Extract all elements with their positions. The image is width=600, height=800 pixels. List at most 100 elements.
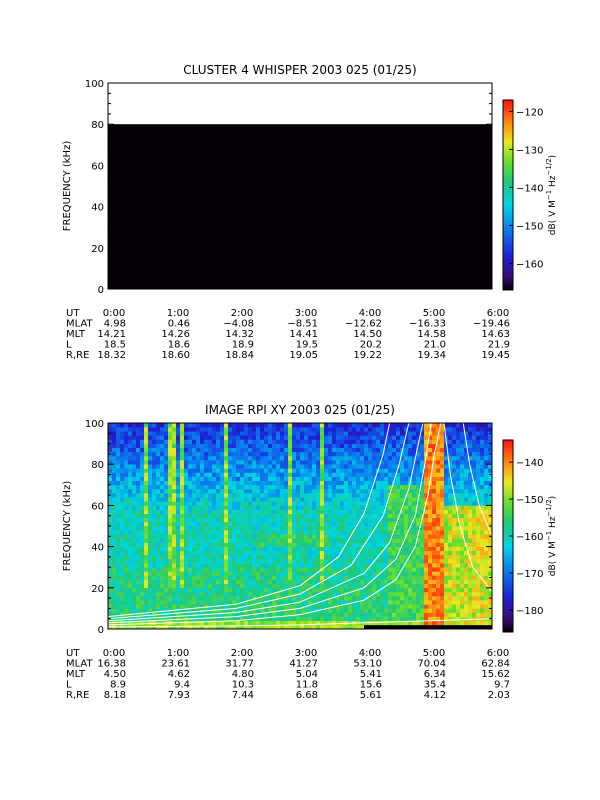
spectrogram-cell xyxy=(256,447,261,453)
spectrogram-cell xyxy=(464,534,469,539)
spectrogram-cell xyxy=(140,460,145,465)
spectrogram-cell xyxy=(264,558,269,564)
spectrogram-cell xyxy=(388,542,393,547)
spectrogram-cell xyxy=(324,563,329,568)
spectrogram-cell xyxy=(148,443,153,449)
spectrogram-cell xyxy=(124,484,129,490)
spectrogram-cell xyxy=(136,505,141,510)
spectrogram-cell xyxy=(168,550,173,556)
spectrogram-cell xyxy=(300,579,305,584)
spectrogram-cell xyxy=(484,534,489,539)
spectrogram-cell xyxy=(468,439,473,444)
spectrogram-cell xyxy=(124,464,129,469)
spectrogram-cell xyxy=(320,488,325,494)
spectrogram-cell xyxy=(344,488,349,494)
spectrogram-cell xyxy=(320,612,325,617)
spectrogram-cell xyxy=(264,451,269,457)
spectrogram-cell xyxy=(252,587,257,593)
spectrogram-cell xyxy=(396,497,401,502)
spectrogram-cell xyxy=(368,505,373,510)
spectrogram-cell xyxy=(396,431,401,436)
spectrogram-cell xyxy=(252,484,257,490)
spectrogram-cell xyxy=(192,591,197,597)
spectrogram-cell xyxy=(148,542,153,547)
spectrogram-cell xyxy=(380,447,385,453)
spectrogram-cell xyxy=(184,435,189,440)
spectrogram-cell xyxy=(304,538,309,543)
spectrogram-cell xyxy=(348,439,353,444)
spectrogram-cell xyxy=(304,546,309,552)
spectrogram-cell xyxy=(232,624,237,630)
spectrogram-cell xyxy=(284,526,289,531)
spectrogram-cell xyxy=(248,526,253,531)
spectrogram-cell xyxy=(256,443,261,449)
spectrogram-cell xyxy=(156,571,161,576)
spectrogram-cell xyxy=(364,513,369,519)
spectrogram-cell xyxy=(324,460,329,465)
spectrogram-cell xyxy=(468,497,473,502)
spectrogram-cell xyxy=(452,608,457,613)
spectrogram-cell xyxy=(472,501,477,506)
spectrogram-cell xyxy=(436,521,441,527)
spectrogram-cell xyxy=(264,620,269,626)
spectrogram-cell xyxy=(116,616,121,622)
spectrogram-cell xyxy=(400,575,405,580)
spectrogram-cell xyxy=(268,472,273,477)
spectrogram-cell xyxy=(404,447,409,453)
spectrogram-cell xyxy=(480,604,485,609)
spectrogram-cell xyxy=(128,530,133,535)
spectrogram-cell xyxy=(268,443,273,449)
spectrogram-cell xyxy=(164,431,169,436)
spectrogram-cell xyxy=(264,431,269,436)
spectrogram-cell xyxy=(148,554,153,560)
spectrogram-cell xyxy=(448,587,453,593)
spectrogram-cell xyxy=(320,587,325,593)
spectrogram-cell xyxy=(272,620,277,626)
spectrogram-cell xyxy=(164,612,169,617)
spectrogram-cell xyxy=(456,451,461,457)
spectrogram-cell xyxy=(200,455,205,461)
spectrogram-cell xyxy=(344,468,349,473)
spectrogram-cell xyxy=(444,600,449,605)
spectrogram-cell xyxy=(416,505,421,510)
spectrogram-cell xyxy=(212,455,217,461)
spectrogram-cell xyxy=(176,497,181,502)
spectrogram-cell xyxy=(444,427,449,432)
spectrogram-cell xyxy=(408,554,413,560)
spectrogram-cell xyxy=(292,534,297,539)
spectrogram-cell xyxy=(436,472,441,477)
spectrogram-cell xyxy=(408,443,413,449)
spectrogram-cell xyxy=(388,488,393,494)
spectrogram-cell xyxy=(308,600,313,605)
spectrogram-cell xyxy=(464,554,469,560)
spectrogram-cell xyxy=(260,521,265,527)
spectrogram-cell xyxy=(424,513,429,519)
spectrogram-cell xyxy=(204,583,209,589)
spectrogram-cell xyxy=(248,497,253,502)
spectrogram-cell xyxy=(252,624,257,630)
spectrogram-cell xyxy=(248,493,253,498)
spectrogram-cell xyxy=(384,480,389,486)
spectrogram-cell xyxy=(340,505,345,510)
spectrogram-cell xyxy=(144,517,149,523)
ephemeris-value: 14.21 xyxy=(97,329,126,340)
spectrogram-cell xyxy=(320,608,325,613)
spectrogram-cell xyxy=(120,538,125,543)
spectrogram-cell xyxy=(468,435,473,440)
spectrogram-cell xyxy=(368,624,373,630)
spectrogram-cell xyxy=(256,435,261,440)
spectrogram-cell xyxy=(228,538,233,543)
spectrogram-cell xyxy=(168,538,173,543)
colorbar-tick-label: −160 xyxy=(516,259,543,270)
spectrogram-cell xyxy=(312,587,317,593)
spectrogram-cell xyxy=(440,451,445,457)
spectrogram-cell xyxy=(236,493,241,498)
spectrogram-cell xyxy=(252,447,257,453)
spectrogram-cell xyxy=(304,612,309,617)
spectrogram-cell xyxy=(272,480,277,486)
spectrogram-cell xyxy=(200,591,205,597)
spectrogram-cell xyxy=(220,620,225,626)
spectrogram-cell xyxy=(180,587,185,593)
spectrogram-cell xyxy=(484,558,489,564)
spectrogram-cell xyxy=(448,443,453,449)
